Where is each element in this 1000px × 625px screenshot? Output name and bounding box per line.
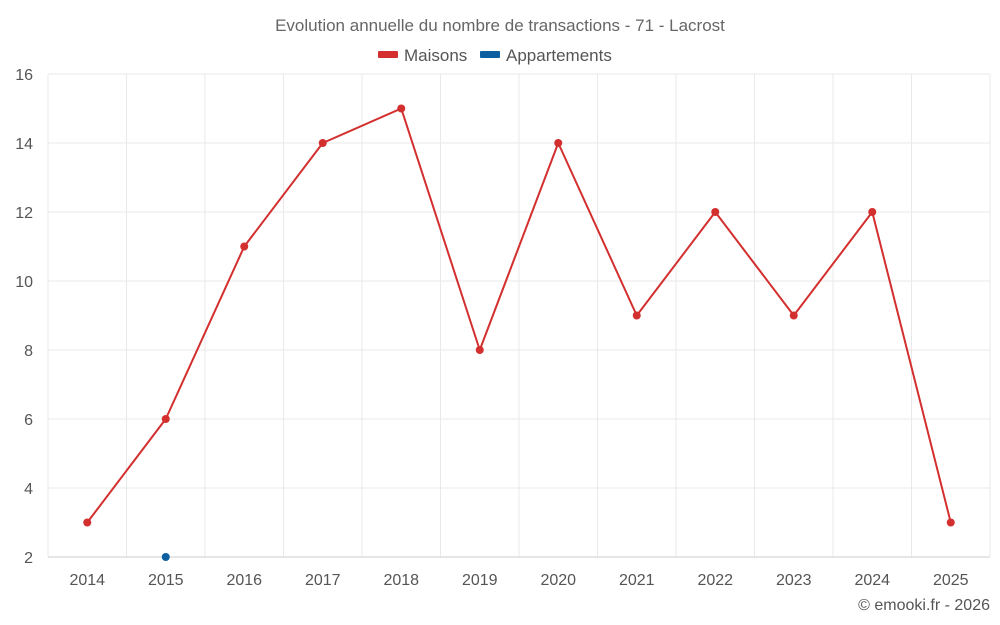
x-tick-label: 2018 xyxy=(383,572,419,589)
legend-item-maisons[interactable]: Maisons xyxy=(378,46,467,65)
x-tick-label: 2023 xyxy=(776,572,812,589)
x-tick-label: 2015 xyxy=(148,572,184,589)
x-tick-label: 2017 xyxy=(305,572,341,589)
chart-title: Evolution annuelle du nombre de transact… xyxy=(275,16,725,35)
data-point-maisons[interactable] xyxy=(554,139,563,147)
data-point-maisons[interactable] xyxy=(475,346,484,354)
credit: © emooki.fr - 2026 xyxy=(858,597,990,614)
data-point-maisons[interactable] xyxy=(789,311,798,320)
y-tick-label: 8 xyxy=(24,343,33,360)
x-tick-label: 2022 xyxy=(697,572,733,589)
y-tick-label: 6 xyxy=(24,412,33,429)
data-point-maisons[interactable] xyxy=(946,518,955,527)
data-point-maisons[interactable] xyxy=(632,311,641,320)
x-tick-label: 2024 xyxy=(854,572,890,589)
legend-label-appartements: Appartements xyxy=(506,46,612,65)
data-point-maisons[interactable] xyxy=(397,104,406,113)
data-point-maisons[interactable] xyxy=(83,518,92,527)
x-axis: 2014 2015 2016 2017 2018 2019 2020 2021 2022 2023… xyxy=(48,556,990,589)
legend-item-appartements[interactable]: Appartements xyxy=(480,46,612,65)
legend-swatch-appartements xyxy=(480,51,500,58)
series-line-maisons xyxy=(86,107,952,524)
x-tick-label: 2019 xyxy=(462,572,498,589)
legend: Maisons Appartements xyxy=(378,46,612,65)
data-point-maisons[interactable] xyxy=(711,208,720,216)
y-tick-label: 10 xyxy=(15,274,33,291)
data-point-maisons[interactable] xyxy=(318,139,327,147)
data-point-maisons[interactable] xyxy=(161,415,170,423)
x-tick-label: 2025 xyxy=(933,572,969,589)
data-point-maisons[interactable] xyxy=(868,208,877,216)
series xyxy=(83,104,955,561)
legend-label-maisons: Maisons xyxy=(404,46,467,65)
y-tick-label: 14 xyxy=(15,136,33,153)
legend-swatch-maisons xyxy=(378,51,398,58)
x-tick-label: 2016 xyxy=(226,572,262,589)
data-point-maisons[interactable] xyxy=(240,242,249,251)
grid xyxy=(47,73,991,558)
x-tick-label: 2014 xyxy=(69,572,105,589)
y-axis: 2 4 6 8 10 12 14 16 xyxy=(15,67,33,567)
data-point-appartements[interactable] xyxy=(161,553,170,561)
y-tick-label: 12 xyxy=(15,205,33,222)
x-tick-label: 2021 xyxy=(619,572,655,589)
y-tick-label: 4 xyxy=(24,481,33,498)
x-tick-label: 2020 xyxy=(540,572,576,589)
y-tick-label: 16 xyxy=(15,67,33,84)
y-tick-label: 2 xyxy=(24,550,33,567)
